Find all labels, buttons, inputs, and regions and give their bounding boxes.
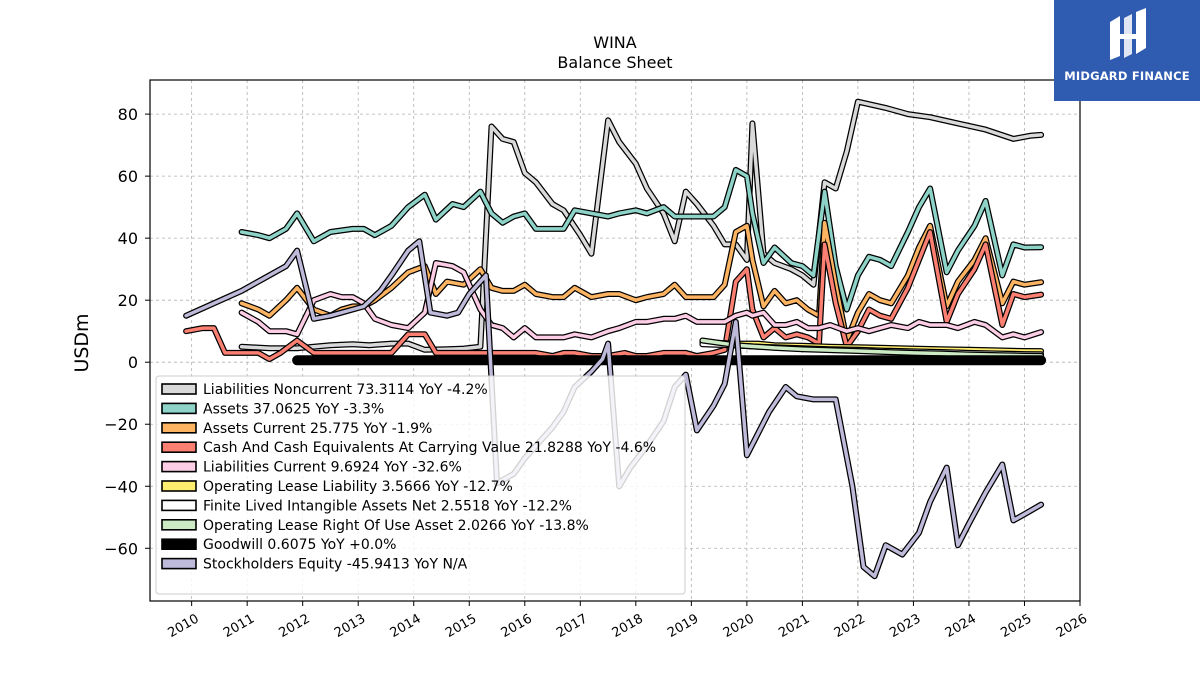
legend-box [155, 375, 686, 595]
series-layer [183, 98, 1047, 580]
chart-subtitle: Balance Sheet [557, 53, 672, 72]
legend-item: Liabilities Current 9.6924 YoY -32.6% [161, 460, 462, 476]
legend-label: Liabilities Current 9.6924 YoY -32.6% [203, 460, 462, 476]
x-tick-label: 2011 [221, 611, 257, 641]
x-tick-label: 2014 [388, 611, 424, 641]
series-line [239, 220, 1043, 343]
x-tick-label: 2020 [721, 611, 757, 641]
legend-item: Goodwill 0.6075 YoY +0.0% [161, 537, 396, 553]
legend-swatch [161, 441, 197, 454]
legend: Liabilities Noncurrent 73.3114 YoY -4.2%… [155, 375, 686, 595]
legend-label: Cash And Cash Equivalents At Carrying Va… [203, 440, 656, 456]
legend-swatch [161, 402, 197, 415]
legend-label: Stockholders Equity -45.9413 YoY N/A [203, 557, 468, 573]
y-tick-label: −60 [104, 539, 138, 558]
legend-item: Operating Lease Right Of Use Asset 2.026… [161, 518, 589, 534]
x-tick-label: 2015 [443, 611, 479, 641]
x-tick-label: 2023 [887, 611, 923, 641]
legend-label: Liabilities Noncurrent 73.3114 YoY -4.2% [203, 382, 488, 398]
x-tick-label: 2013 [332, 611, 368, 641]
legend-label: Assets 37.0625 YoY -3.3% [203, 401, 384, 417]
series-assets-current [238, 219, 1045, 344]
legend-item: Assets 37.0625 YoY -3.3% [161, 401, 384, 417]
legend-item: Assets Current 25.775 YoY -1.9% [161, 421, 432, 437]
series-line [239, 168, 1043, 312]
x-tick-label: 2022 [832, 611, 868, 641]
legend-swatch [161, 538, 197, 551]
logo-text: MIDGARD FINANCE [1064, 69, 1190, 83]
legend-label: Goodwill 0.6075 YoY +0.0% [203, 537, 396, 553]
legend-swatch [161, 460, 197, 473]
y-tick-label: 20 [118, 291, 138, 310]
legend-item: Cash And Cash Equivalents At Carrying Va… [161, 440, 656, 456]
legend-swatch [161, 421, 197, 434]
y-tick-label: 80 [118, 105, 138, 124]
logo-mark-icon [1110, 8, 1146, 60]
y-tick-label: 40 [118, 229, 138, 248]
legend-swatch [161, 557, 197, 570]
x-tick-label: 2026 [1054, 611, 1090, 641]
series-cash-and-cash-equivalents-at-carrying-value [183, 229, 1045, 363]
series-line [184, 230, 1043, 361]
y-tick-label: −40 [104, 477, 138, 496]
legend-label: Operating Lease Right Of Use Asset 2.026… [203, 518, 589, 534]
legend-item: Operating Lease Liability 3.5666 YoY -12… [161, 479, 513, 495]
x-tick-label: 2017 [554, 611, 590, 641]
y-tick-label: 0 [128, 353, 138, 372]
legend-item: Liabilities Noncurrent 73.3114 YoY -4.2% [161, 382, 488, 398]
x-tick-label: 2010 [165, 611, 201, 641]
x-tick-label: 2019 [665, 611, 701, 641]
y-axis-ticks: 80 60 40 20 0 −20 −40 −60 [104, 105, 150, 558]
series-liabilities-current [238, 260, 1045, 341]
series-line [700, 338, 1043, 358]
y-tick-label: 60 [118, 167, 138, 186]
series-line [239, 261, 1043, 340]
legend-label: Finite Lived Intangible Assets Net 2.551… [203, 498, 572, 514]
chart-title: WINA [593, 33, 637, 52]
y-axis-label: USDm [71, 313, 93, 372]
x-tick-label: 2025 [998, 611, 1034, 641]
series-assets [238, 166, 1045, 313]
series-operating-lease-right-of-use-asset [699, 337, 1045, 359]
brand-logo: MIDGARD FINANCE [1054, 0, 1200, 101]
legend-label: Operating Lease Liability 3.5666 YoY -12… [203, 479, 513, 495]
x-tick-label: 2021 [776, 611, 812, 641]
series-line-outline [238, 98, 1045, 353]
series-liabilities-noncurrent [238, 98, 1045, 353]
legend-item: Stockholders Equity -45.9413 YoY N/A [161, 557, 468, 573]
legend-label: Assets Current 25.775 YoY -1.9% [203, 421, 432, 437]
x-tick-label: 2016 [499, 611, 535, 641]
x-tick-label: 2024 [943, 611, 979, 641]
y-tick-label: −20 [104, 415, 138, 434]
legend-swatch [161, 499, 197, 512]
x-axis-ticks: 2010 2011 2012 2013 2014 2015 2016 2017 2018 2019… [165, 601, 1090, 641]
series-line [239, 99, 1043, 352]
plot-frame [149, 79, 1081, 602]
legend-swatch [161, 518, 197, 531]
legend-item: Finite Lived Intangible Assets Net 2.551… [161, 498, 572, 514]
legend-swatch [161, 480, 197, 492]
x-tick-label: 2012 [277, 611, 313, 641]
x-tick-label: 2018 [610, 611, 646, 641]
legend-swatch [161, 383, 197, 395]
